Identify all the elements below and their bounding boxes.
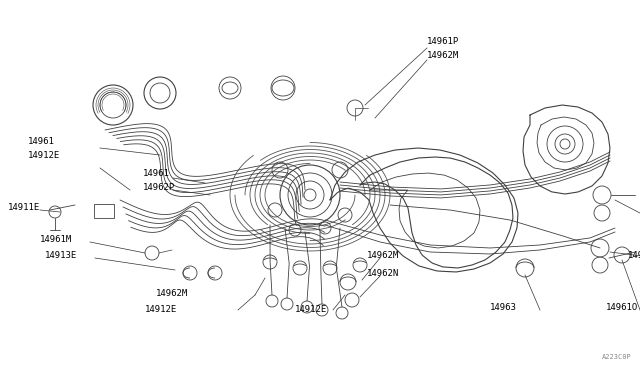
Text: 14963: 14963	[490, 304, 517, 312]
Text: 14911E: 14911E	[8, 203, 40, 212]
Text: 14913E: 14913E	[45, 251, 77, 260]
Text: 14912E: 14912E	[28, 151, 60, 160]
Text: 14962M: 14962M	[156, 289, 188, 298]
Text: 14961M: 14961M	[40, 235, 72, 244]
Text: 14961O: 14961O	[606, 304, 638, 312]
Text: 14912E: 14912E	[145, 305, 177, 314]
Text: 14961: 14961	[28, 138, 55, 147]
Text: 14962P: 14962P	[143, 183, 175, 192]
Text: 14961P: 14961P	[427, 38, 460, 46]
Text: 14961N: 14961N	[628, 251, 640, 260]
Text: 14962N: 14962N	[367, 269, 399, 279]
Text: 14961: 14961	[143, 170, 170, 179]
Text: A223C0P: A223C0P	[602, 354, 632, 360]
Text: 14962M: 14962M	[367, 251, 399, 260]
Text: 14962M: 14962M	[427, 51, 460, 61]
Text: 14912E: 14912E	[295, 305, 327, 314]
